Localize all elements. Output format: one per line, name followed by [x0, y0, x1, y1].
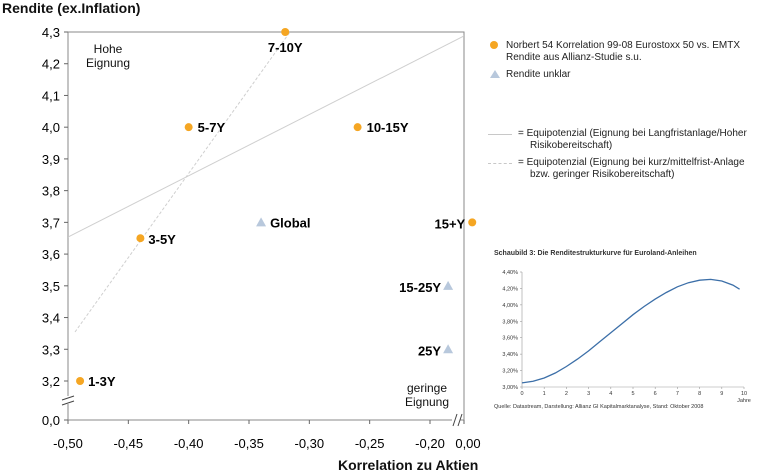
point-15-y — [468, 218, 477, 227]
annotation-hohe-line1: Hohe — [93, 42, 123, 56]
point-label-15-25y: 15-25Y — [399, 280, 441, 295]
x-tick-label: -0,30 — [295, 436, 325, 451]
annotation-hohe-line2: Eignung — [85, 56, 131, 70]
inset-chart-title: Schaubild 3: Die Renditestrukturkurve fü… — [494, 250, 697, 257]
inset-x-tick-label: 1 — [543, 391, 546, 397]
point-label-7-10y: 7-10Y — [268, 40, 303, 55]
inset-x-tick-label: 2 — [565, 391, 568, 397]
point-3-5y — [136, 234, 145, 243]
point-label-15-y: 15+Y — [434, 216, 465, 231]
y-tick-label: 3,8 — [42, 184, 60, 199]
x-tick-label: -0,35 — [234, 436, 264, 451]
x-tick-label: -0,40 — [174, 436, 204, 451]
legend-rendite-unklar-label: Rendite unklar — [506, 69, 571, 80]
point-10-15y — [353, 123, 362, 132]
y-tick-label: 4,1 — [42, 88, 60, 103]
point-label-3-5y: 3-5Y — [148, 232, 176, 247]
circle-marker-icon — [490, 41, 498, 49]
y-tick-label: 3,2 — [42, 374, 60, 389]
point-label-global: Global — [270, 215, 310, 230]
point-label-10-15y: 10-15Y — [367, 120, 409, 135]
legend-dashed-line2: bzw. geringer Risikobereitschaft) — [530, 169, 675, 180]
inset-y-tick-label: 3,00% — [502, 385, 518, 391]
y-tick-label: 3,7 — [42, 215, 60, 230]
point-label-1-3y: 1-3Y — [88, 374, 116, 389]
plot-frame — [67, 31, 465, 421]
y-tick-label: 4,0 — [42, 120, 60, 135]
inset-yield-curve-chart: 3,00% 3,20% 3,40% 3,60% 3,80% 4,00% 4,20% 4,40%… — [502, 270, 751, 404]
y-axis-break-gap — [62, 396, 74, 404]
x-tick-label: -0,45 — [114, 436, 144, 451]
triangle-marker-icon — [490, 70, 500, 78]
y-tick-label: 3,3 — [42, 342, 60, 357]
legend-item-norbert: Norbert 54 Korrelation 99-08 Eurostoxx 5… — [488, 40, 768, 64]
legend-dashed-line1: = Equipotenzial (Eignung bei kurz/mittel… — [518, 157, 745, 168]
dashed-line-icon — [488, 163, 512, 164]
inset-x-axis-label: Jahre — [737, 398, 751, 404]
y-tick-label: 4,2 — [42, 57, 60, 72]
inset-x-tick-label: 9 — [720, 391, 723, 397]
x-tick-label: 0,00 — [455, 436, 480, 451]
point-25y — [443, 344, 454, 354]
point-5-7y — [184, 123, 193, 132]
x-axis-break-gap — [452, 414, 460, 426]
x-tick-label: -0,50 — [53, 436, 83, 451]
inset-y-tick-label: 3,80% — [502, 319, 518, 325]
point-1-3y — [76, 377, 85, 385]
legend-item-equipotenzial-dashed: = Equipotenzial (Eignung bei kurz/mittel… — [488, 157, 768, 181]
legend: Norbert 54 Korrelation 99-08 Eurostoxx 5… — [488, 40, 768, 186]
y-tick-label: 3,4 — [42, 311, 60, 326]
x-axis-label: Korrelation zu Aktien — [338, 457, 479, 473]
legend-item-rendite-unklar: Rendite unklar — [488, 69, 768, 81]
y-axis-label: Rendite (ex.Inflation) — [2, 0, 141, 16]
equipotenzial-solid-line — [68, 35, 464, 238]
inset-y-tick-label: 3,20% — [502, 369, 518, 375]
equipotenzial-dashed-line — [74, 32, 291, 333]
inset-x-tick-label: 8 — [698, 391, 701, 397]
legend-solid-line1: = Equipotenzial (Eignung bei Langfristan… — [518, 128, 747, 139]
inset-chart-source: Quelle: Datastream, Darstellung: Allianz… — [494, 404, 704, 410]
y-axis-break-mark — [61, 395, 75, 401]
y-tick-label: 3,5 — [42, 279, 60, 294]
y-tick-label: 3,6 — [42, 247, 60, 262]
inset-x-tick-label: 3 — [587, 391, 590, 397]
point-label-25y: 25Y — [418, 343, 441, 358]
legend-solid-line2: Risikobereitschaft) — [530, 140, 613, 151]
legend-item-equipotenzial-solid: = Equipotenzial (Eignung bei Langfristan… — [488, 128, 768, 152]
inset-y-tick-label: 4,00% — [502, 303, 518, 309]
x-tick-label: -0,20 — [415, 436, 445, 451]
inset-x-tick-label: 0 — [520, 391, 523, 397]
y-tick-label: 0,0 — [42, 413, 60, 428]
legend-norbert-line1: Norbert 54 Korrelation 99-08 Eurostoxx 5… — [506, 40, 740, 51]
annotation-geringe-eignung: geringe Eignung — [396, 381, 458, 409]
solid-line-icon — [488, 134, 512, 135]
point-label-5-7y: 5-7Y — [198, 120, 226, 135]
inset-y-tick-label: 3,60% — [502, 336, 518, 342]
point-global — [256, 217, 267, 227]
annotation-geringe-line2: Eignung — [404, 395, 450, 409]
annotation-geringe-line1: geringe — [406, 381, 448, 395]
point-15-25y — [443, 280, 454, 290]
inset-yield-curve-line — [521, 278, 740, 384]
inset-chart-panel: Schaubild 3: Die Renditestrukturkurve fü… — [494, 250, 764, 420]
x-axis-break-mark — [452, 413, 458, 427]
inset-y-tick-label: 3,40% — [502, 352, 518, 358]
inset-y-tick-label: 4,20% — [502, 286, 518, 292]
y-tick-label: 4,3 — [42, 25, 60, 40]
point-7-10y — [281, 28, 290, 36]
inset-x-tick-label: 5 — [631, 391, 634, 397]
x-tick-label: -0,25 — [355, 436, 385, 451]
inset-y-tick-label: 4,40% — [502, 270, 518, 276]
y-axis-break-mark — [61, 400, 75, 406]
legend-norbert-line2: Rendite aus Allianz-Studie s.u. — [506, 52, 642, 63]
inset-x-tick-label: 7 — [676, 391, 679, 397]
inset-x-tick-label: 10 — [741, 391, 747, 397]
y-tick-label: 3,9 — [42, 152, 60, 167]
annotation-hohe-eignung: Hohe Eignung — [80, 42, 136, 70]
x-axis-break-mark — [457, 413, 463, 427]
inset-x-tick-label: 4 — [609, 391, 612, 397]
inset-x-tick-label: 6 — [654, 391, 657, 397]
